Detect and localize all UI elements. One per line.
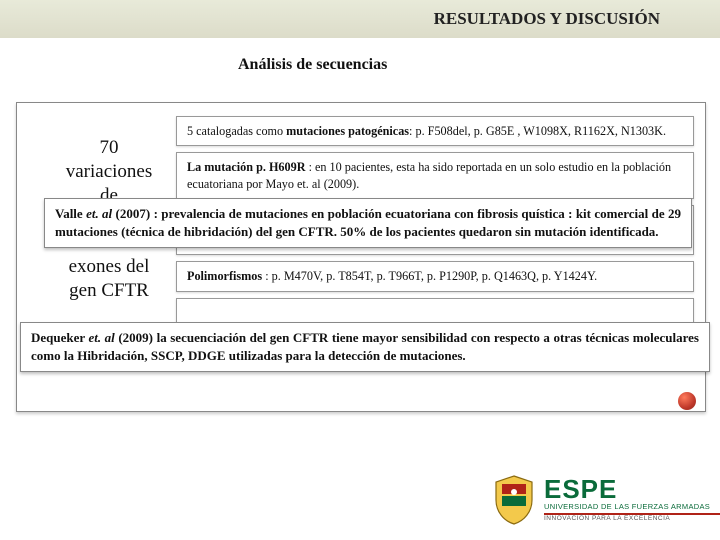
- red-circle-icon: [678, 392, 696, 410]
- logo-sub: UNIVERSIDAD DE LAS FUERZAS ARMADAS: [544, 502, 720, 511]
- left-line-7: gen CFTR: [44, 279, 174, 303]
- shield-icon: [492, 474, 536, 526]
- page-title: RESULTADOS Y DISCUSIÓN: [434, 9, 660, 29]
- left-line-2: variaciones: [44, 160, 174, 184]
- left-line-6: exones del: [44, 255, 174, 279]
- overlay-dequeker-2009: Dequeker et. al (2009) la secuenciación …: [20, 322, 710, 372]
- logo-text-block: ESPE UNIVERSIDAD DE LAS FUERZAS ARMADAS …: [544, 478, 720, 521]
- overlay2-text: Dequeker et. al (2009) la secuenciación …: [31, 330, 699, 363]
- left-line-1: 70: [44, 136, 174, 160]
- logo-main: ESPE: [544, 478, 720, 501]
- subtitle: Análisis de secuencias: [238, 56, 387, 74]
- header-bar: RESULTADOS Y DISCUSIÓN: [0, 0, 720, 38]
- box2-text: La mutación p. H609R : en 10 pacientes, …: [187, 160, 671, 190]
- overlay-valle-2007: Valle et. al (2007) : prevalencia de mut…: [44, 198, 692, 248]
- logo-tag: INNOVACIÓN PARA LA EXCELENCIA: [544, 515, 720, 522]
- box-mutations-pathogenic: 5 catalogadas como mutaciones patogénica…: [176, 116, 694, 146]
- box-polymorphisms: Polimorfismos : p. M470V, p. T854T, p. T…: [176, 261, 694, 291]
- box1-text: 5 catalogadas como mutaciones patogénica…: [187, 124, 666, 138]
- box-mutation-h609r: La mutación p. H609R : en 10 pacientes, …: [176, 152, 694, 199]
- box3-text: Polimorfismos : p. M470V, p. T854T, p. T…: [187, 269, 597, 283]
- overlay1-text: Valle et. al (2007) : prevalencia de mut…: [55, 206, 681, 239]
- footer-logo: ESPE UNIVERSIDAD DE LAS FUERZAS ARMADAS …: [492, 472, 702, 528]
